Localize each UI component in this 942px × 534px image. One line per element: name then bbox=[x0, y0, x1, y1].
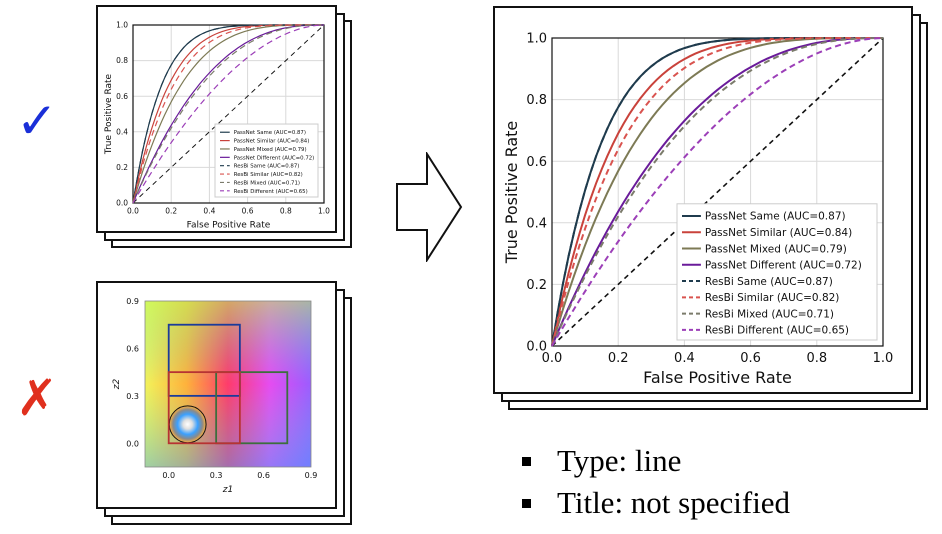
legend-label: PassNet Mixed (AUC=0.79) bbox=[705, 243, 847, 255]
y-tick-label: 0.6 bbox=[116, 92, 128, 101]
y-axis-label: True Positive Rate bbox=[502, 121, 521, 265]
legend-label: ResBi Same (AUC=0.87) bbox=[705, 276, 833, 288]
right-arrow-icon bbox=[396, 152, 463, 262]
y-tick-label: 0.2 bbox=[526, 278, 547, 293]
check-mark-icon: ✓ bbox=[16, 92, 58, 150]
series-line bbox=[132, 24, 324, 204]
legend-label: ResBi Similar (AUC=0.82) bbox=[234, 172, 303, 178]
legend-label: PassNet Same (AUC=0.87) bbox=[234, 130, 306, 136]
bullet-item: Title: not specified bbox=[518, 482, 790, 524]
plot-frame bbox=[144, 300, 312, 468]
series-line bbox=[551, 37, 883, 347]
stack-card-front: 0.0 0.3 0.6 0.9 0.0 0.3 0.6 0.9 z1 z2 bbox=[96, 281, 337, 509]
blue-region-box bbox=[167, 323, 241, 397]
legend-label: PassNet Same (AUC=0.87) bbox=[705, 211, 846, 223]
x-tick-label: 1.0 bbox=[873, 351, 894, 366]
bullet-marker bbox=[522, 498, 531, 508]
legend-label: PassNet Different (AUC=0.72) bbox=[705, 260, 862, 272]
bullet-text: Title: not specified bbox=[557, 485, 791, 520]
legend-label: PassNet Similar (AUC=0.84) bbox=[705, 227, 852, 239]
bullet-list: Type: line Title: not specified bbox=[518, 440, 790, 524]
series-line bbox=[551, 37, 883, 347]
y-tick-label: 0.8 bbox=[116, 56, 128, 65]
x-tick-label: 0.6 bbox=[257, 471, 270, 480]
legend-label: PassNet Similar (AUC=0.84) bbox=[234, 139, 310, 145]
y-tick-label: 1.0 bbox=[116, 21, 128, 30]
series-line bbox=[132, 24, 324, 204]
legend-label: PassNet Different (AUC=0.72) bbox=[234, 155, 315, 161]
y-axis-label: True Positive Rate bbox=[104, 73, 114, 155]
x-tick-label: 0.4 bbox=[203, 207, 215, 216]
y-tick-label: 0.4 bbox=[526, 216, 547, 231]
series-line bbox=[551, 37, 883, 347]
bullet-item: Type: line bbox=[518, 440, 790, 482]
color-map-chart: 0.0 0.3 0.6 0.9 0.0 0.3 0.6 0.9 z1 z2 bbox=[112, 297, 318, 495]
y-tick-label: 0.0 bbox=[116, 199, 128, 208]
x-axis-label: False Positive Rate bbox=[643, 368, 792, 387]
x-axis-label: z1 bbox=[222, 485, 233, 495]
bullet-text: Type: line bbox=[557, 443, 682, 478]
x-tick-label: 0.9 bbox=[305, 471, 318, 480]
series-line bbox=[132, 24, 324, 204]
cross-mark-icon: ✗ bbox=[16, 369, 58, 427]
plot-frame bbox=[551, 37, 884, 347]
y-axis-label: z2 bbox=[112, 379, 122, 391]
x-tick-label: 0.2 bbox=[165, 207, 177, 216]
x-tick-label: 0.8 bbox=[280, 207, 292, 216]
x-tick-label: 0.0 bbox=[542, 351, 563, 366]
x-tick-label: 0.0 bbox=[162, 471, 175, 480]
legend-label: ResBi Different (AUC=0.65) bbox=[234, 189, 308, 195]
legend-label: ResBi Same (AUC=0.87) bbox=[234, 164, 300, 170]
legend-label: ResBi Similar (AUC=0.82) bbox=[705, 292, 840, 304]
stack-card-front: 0.0 0.2 0.4 0.6 0.8 1.0 0.0 0.2 0.4 0.6 0.8 1.0 Fals… bbox=[493, 6, 913, 394]
series-line bbox=[132, 24, 325, 204]
x-tick-label: 0.6 bbox=[242, 207, 254, 216]
x-tick-label: 0.2 bbox=[608, 351, 629, 366]
legend-box bbox=[676, 203, 878, 341]
bullet-marker bbox=[522, 456, 531, 466]
series-line bbox=[551, 37, 884, 347]
green-region-box bbox=[215, 371, 289, 445]
x-tick-label: 0.4 bbox=[674, 351, 695, 366]
legend-label: ResBi Mixed (AUC=0.71) bbox=[705, 308, 834, 320]
large-roc-chart: 0.0 0.2 0.4 0.6 0.8 1.0 0.0 0.2 0.4 0.6 0.8 1.0 Fals… bbox=[502, 32, 894, 387]
y-tick-label: 0.9 bbox=[126, 297, 139, 306]
legend-label: ResBi Different (AUC=0.65) bbox=[705, 325, 849, 337]
x-tick-label: 0.6 bbox=[740, 351, 761, 366]
series-line bbox=[132, 24, 324, 204]
chance-diagonal-line bbox=[551, 37, 884, 347]
plot-frame bbox=[132, 24, 325, 204]
y-tick-label: 0.2 bbox=[116, 163, 128, 172]
stack-card-front: 0.0 0.2 0.4 0.6 0.8 1.0 0.0 0.2 0.4 0.6 0.8 1.0 Fals… bbox=[96, 5, 337, 233]
series-line bbox=[132, 24, 324, 204]
x-tick-label: 1.0 bbox=[318, 207, 330, 216]
y-tick-label: 0.0 bbox=[126, 439, 139, 448]
red-region-box bbox=[167, 371, 241, 445]
y-tick-label: 0.8 bbox=[526, 93, 547, 108]
y-tick-label: 0.4 bbox=[116, 127, 128, 136]
x-tick-label: 0.8 bbox=[806, 351, 827, 366]
y-tick-label: 0.0 bbox=[526, 340, 547, 355]
y-tick-label: 0.6 bbox=[526, 155, 547, 170]
legend-label: ResBi Mixed (AUC=0.71) bbox=[234, 180, 300, 186]
small-roc-chart: 0.0 0.2 0.4 0.6 0.8 1.0 0.0 0.2 0.4 0.6 0.8 1.0 Fals… bbox=[104, 21, 330, 231]
color-map-overlay bbox=[145, 301, 311, 467]
x-tick-label: 0.0 bbox=[127, 207, 139, 216]
legend-label: PassNet Mixed (AUC=0.79) bbox=[234, 147, 307, 153]
y-tick-label: 0.6 bbox=[126, 344, 139, 353]
x-axis-label: False Positive Rate bbox=[187, 221, 271, 231]
y-tick-label: 1.0 bbox=[526, 32, 547, 47]
legend-box bbox=[214, 123, 319, 198]
swirl-region bbox=[169, 405, 207, 443]
x-tick-label: 0.3 bbox=[210, 471, 223, 480]
chance-diagonal-line bbox=[132, 24, 325, 204]
y-tick-label: 0.3 bbox=[126, 392, 139, 401]
